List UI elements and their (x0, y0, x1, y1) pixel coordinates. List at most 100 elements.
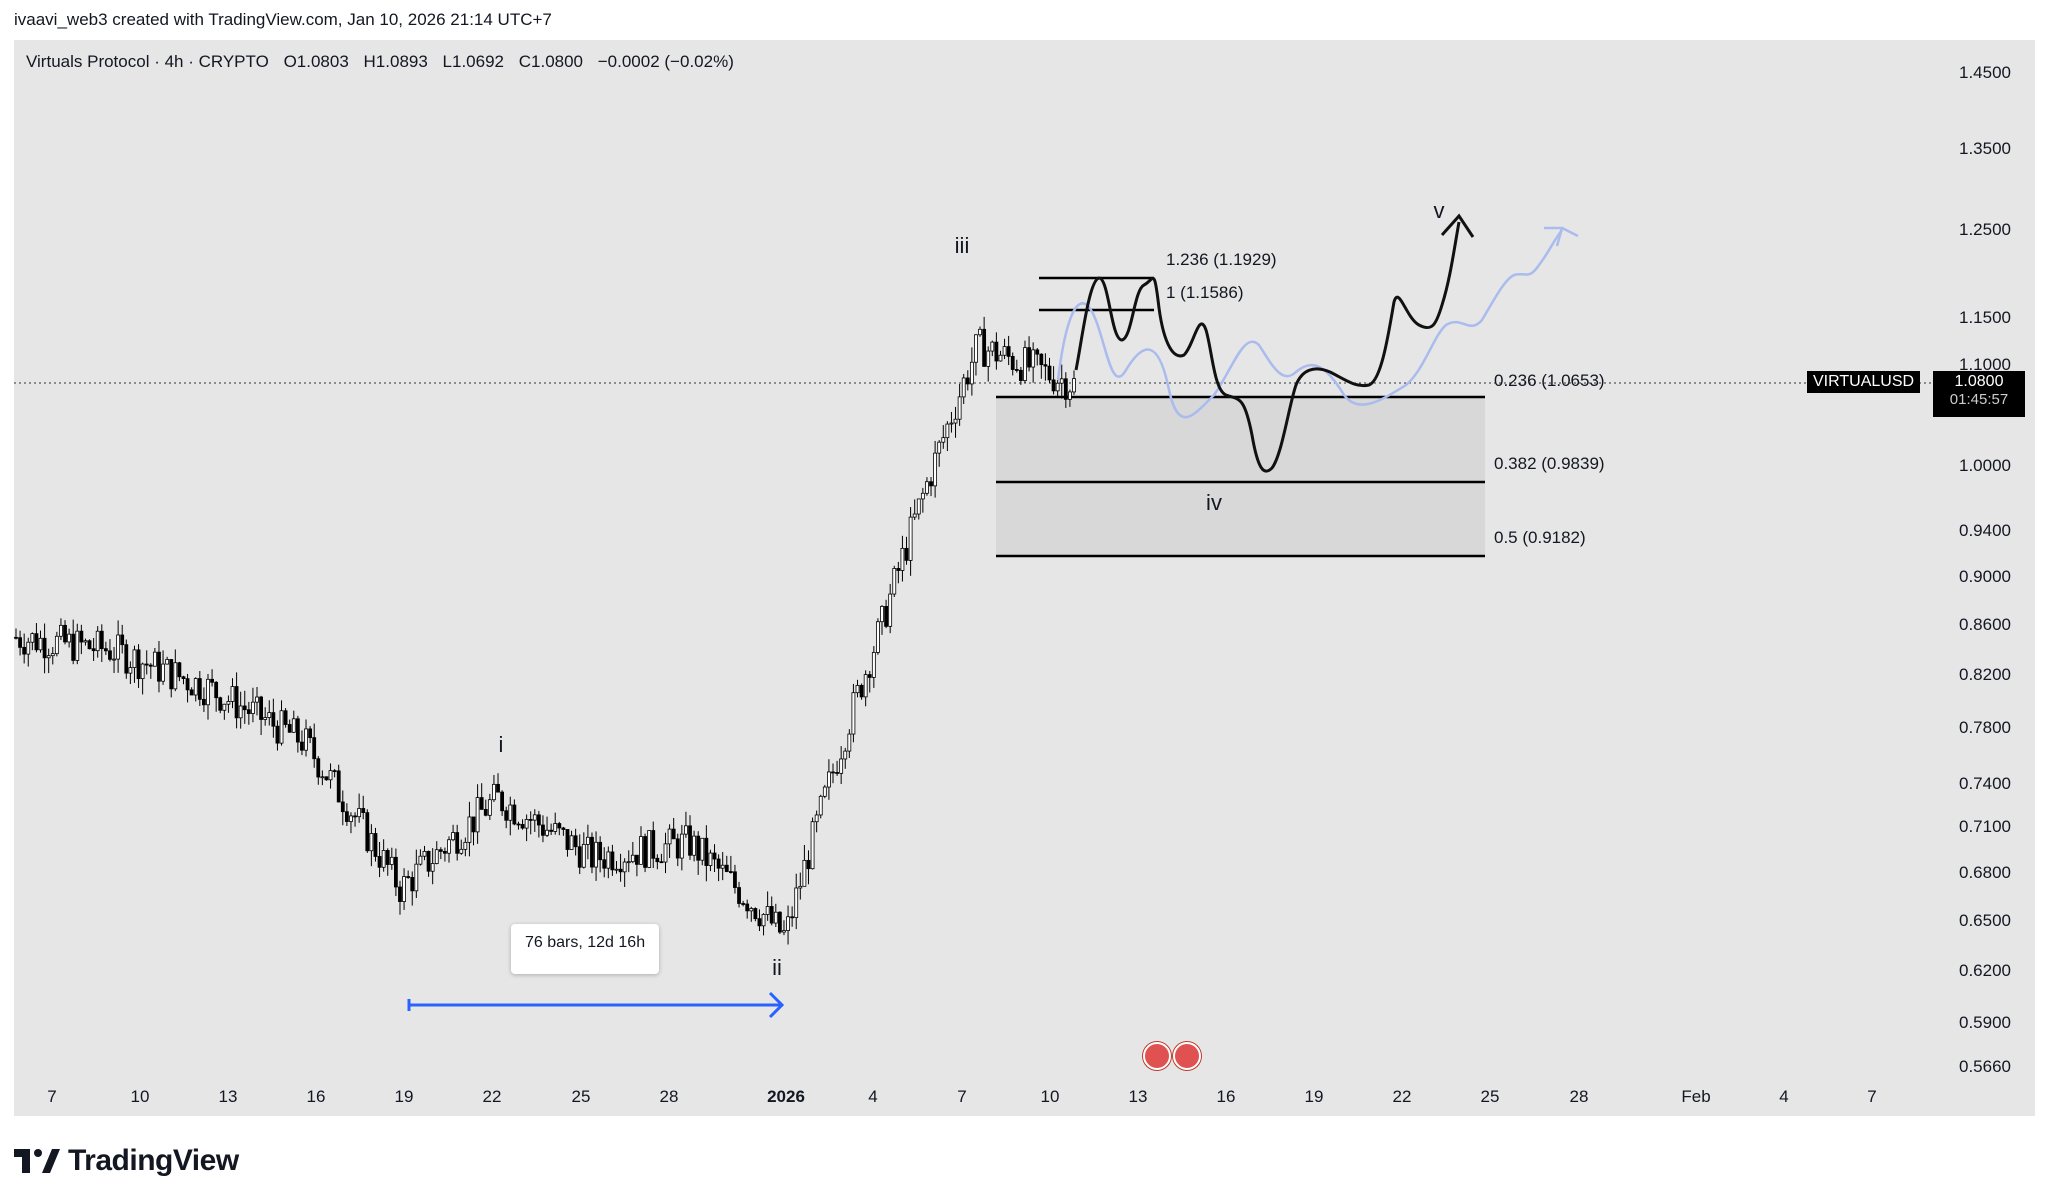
candle-body (406, 876, 411, 878)
chart-plot-area[interactable]: Virtuals Protocol · 4h · CRYPTO O1.0803 … (14, 40, 1934, 1116)
price-axis[interactable]: 1.4500 1.3500 1.2500 1.1500 1.1000 1.0000 0.94… (1934, 40, 2035, 1116)
candle-body (103, 648, 108, 652)
candle-body (941, 437, 946, 443)
bars-range-note[interactable]: 76 bars, 12d 16h (511, 924, 660, 974)
last-price-tag: 1.0800 01:45:57 (1933, 371, 2025, 417)
candle-body (496, 783, 500, 793)
candle-body (855, 684, 860, 694)
candle-body (945, 423, 950, 439)
candle-body (95, 630, 100, 652)
candle-body (561, 827, 566, 830)
candle-body (377, 856, 382, 868)
candle-body (124, 644, 129, 674)
chart-frame[interactable]: Virtuals Protocol · 4h · CRYPTO O1.0803 … (14, 40, 2035, 1116)
candle-body (982, 328, 987, 367)
price-tick-label: 0.7400 (1959, 773, 2011, 793)
candle-body (267, 712, 272, 718)
candle-body (810, 821, 815, 870)
candle-body (700, 837, 705, 861)
tradingview-logo[interactable]: TradingView (14, 1144, 239, 1178)
candle-body (994, 341, 999, 362)
candle-body (251, 701, 255, 714)
us-flag-event-icon[interactable] (1173, 1042, 1201, 1070)
candle-body (116, 634, 121, 660)
candle-body (986, 350, 991, 367)
time-tick-label: 4 (868, 1087, 878, 1106)
candle-body (675, 838, 680, 859)
time-tick-label: 22 (482, 1087, 502, 1106)
fib-label-1: 1 (1.1586) (1166, 283, 1244, 302)
candle-body (414, 863, 419, 892)
symbol-legend[interactable]: Virtuals Protocol · 4h · CRYPTO O1.0803 … (26, 52, 744, 72)
candle-body (1014, 369, 1019, 371)
candle-body (876, 621, 880, 653)
candle-body (663, 843, 668, 863)
candle-body (279, 710, 284, 744)
candle-body (1027, 347, 1031, 368)
candle-body (214, 681, 219, 699)
candle-body (888, 593, 893, 627)
candle-body (324, 776, 329, 781)
candle-body (565, 829, 570, 850)
candle-body (590, 836, 594, 868)
candle-body (332, 770, 337, 773)
candle-body (643, 836, 647, 868)
us-flag-event-icon[interactable] (1143, 1042, 1171, 1070)
candle-body (782, 930, 786, 933)
wave-label-iii: iii (954, 233, 970, 258)
candle-body (410, 877, 415, 892)
candle-body (520, 824, 525, 829)
candle-body (140, 663, 145, 680)
candle-body (202, 698, 206, 706)
price-tick-label: 1.3500 (1959, 138, 2011, 158)
candle-body (1055, 382, 1060, 392)
candle-body (385, 850, 390, 865)
candle-body (573, 835, 578, 848)
candle-body (524, 819, 529, 829)
wave-label-ii: ii (772, 955, 782, 980)
candle-body (108, 650, 112, 660)
candle-body (14, 636, 18, 639)
candle-body (859, 684, 864, 698)
legend-high: H1.0893 (363, 52, 428, 71)
candle-body (769, 906, 774, 924)
candle-body (512, 804, 517, 825)
candle-body (312, 737, 317, 760)
candle-body (144, 663, 149, 666)
candle-body (880, 606, 884, 623)
candle-body (549, 829, 554, 832)
candle-body (1031, 349, 1036, 368)
time-tick-label: 7 (957, 1087, 967, 1106)
candle-body (716, 858, 721, 869)
candle-body (79, 630, 84, 643)
candle-body (508, 804, 513, 821)
candle-body (851, 692, 856, 735)
fib-zone-lower (996, 482, 1485, 556)
candle-body (1068, 391, 1072, 400)
candle-body (246, 709, 251, 714)
candle-body (210, 678, 214, 683)
candle-body (336, 770, 341, 803)
candle-body (998, 354, 1003, 362)
candle-body (618, 868, 623, 873)
candle-body (157, 651, 161, 682)
candle-body (614, 868, 619, 871)
time-tick-label: 2026 (767, 1087, 805, 1106)
time-tick-label: 25 (1480, 1087, 1500, 1106)
candle-body (978, 328, 982, 336)
candle-body (259, 696, 263, 720)
candle-body (839, 758, 844, 774)
candle-body (814, 814, 819, 823)
candle-body (827, 771, 831, 788)
candle-body (99, 630, 104, 650)
candle-body (847, 733, 852, 752)
candle-body (974, 334, 978, 363)
candle-body (83, 640, 88, 643)
candle-body (835, 772, 839, 774)
candle-body (398, 886, 402, 902)
candle-body (720, 864, 725, 869)
chart-canvas[interactable] (14, 40, 1934, 1116)
price-tick-label: 0.6500 (1959, 910, 2011, 930)
candle-body (585, 836, 590, 845)
candle-body (308, 728, 313, 739)
